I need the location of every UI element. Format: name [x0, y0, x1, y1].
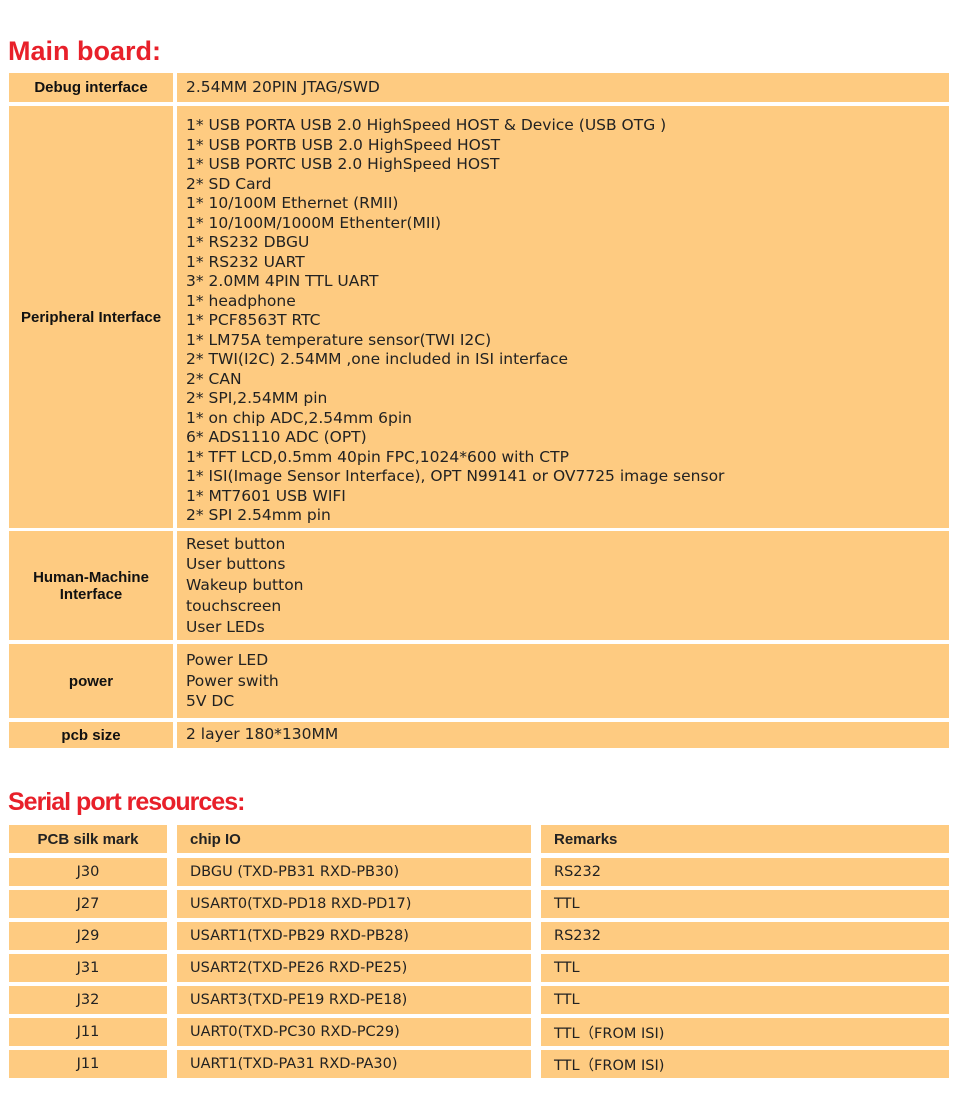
value-line: Reset button	[186, 534, 286, 553]
value-line: 1* RS232 DBGU	[186, 233, 310, 252]
value-line: 1* headphone	[186, 291, 296, 310]
value-line: 1* RS232 UART	[186, 252, 305, 271]
table-cell: TTL（FROM ISI)	[541, 1018, 949, 1046]
table-cell: UART1(TXD-PA31 RXD-PA30)	[177, 1050, 531, 1078]
value-line: 1* ISI(Image Sensor Interface), OPT N991…	[186, 467, 725, 486]
table-cell: RS232	[541, 922, 949, 950]
table-cell: J31	[9, 954, 167, 982]
value-line: 2* SPI 2.54mm pin	[186, 506, 331, 525]
value-line: 1* USB PORTA USB 2.0 HighSpeed HOST & De…	[186, 116, 667, 135]
table-cell: J30	[9, 858, 167, 886]
value-line: 3* 2.0MM 4PIN TTL UART	[186, 272, 379, 291]
value-line: Wakeup button	[186, 576, 304, 595]
row-value: 1* USB PORTA USB 2.0 HighSpeed HOST & De…	[177, 106, 949, 528]
main-board-title: Main board:	[8, 36, 161, 66]
value-line: 2* SPI,2.54MM pin	[186, 389, 328, 408]
table-cell: USART1(TXD-PB29 RXD-PB28)	[177, 922, 531, 950]
value-line: 1* USB PORTB USB 2.0 HighSpeed HOST	[186, 135, 501, 154]
row-label: Human-Machine Interface	[9, 531, 173, 640]
table-cell: RS232	[541, 858, 949, 886]
table-cell: UART0(TXD-PC30 RXD-PC29)	[177, 1018, 531, 1046]
table-cell: J11	[9, 1050, 167, 1078]
value-line: 2* SD Card	[186, 174, 272, 193]
value-line: 1* 10/100M/1000M Ethenter(MII)	[186, 213, 442, 232]
value-line: 6* ADS1110 ADC (OPT)	[186, 428, 367, 447]
value-line: User buttons	[186, 555, 286, 574]
serial-title: Serial port resources:	[8, 788, 245, 816]
row-value: Power LED Power swith 5V DC	[177, 644, 949, 718]
value-line: 1* MT7601 USB WIFI	[186, 486, 346, 505]
table-cell: J32	[9, 986, 167, 1014]
column-header: PCB silk mark	[9, 825, 167, 853]
table-cell: USART0(TXD-PD18 RXD-PD17)	[177, 890, 531, 918]
table-cell: TTL（FROM ISI)	[541, 1050, 949, 1078]
table-cell: TTL	[541, 986, 949, 1014]
value-line: 2 layer 180*130MM	[186, 725, 339, 744]
table-cell: TTL	[541, 890, 949, 918]
table-cell: USART3(TXD-PE19 RXD-PE18)	[177, 986, 531, 1014]
column-header: Remarks	[541, 825, 949, 853]
value-line: 2.54MM 20PIN JTAG/SWD	[186, 77, 380, 96]
value-line: Power LED	[186, 650, 269, 669]
value-line: Power swith	[186, 671, 279, 690]
table-cell: J27	[9, 890, 167, 918]
value-line: 1* USB PORTC USB 2.0 HighSpeed HOST	[186, 155, 500, 174]
row-label: pcb size	[9, 722, 173, 748]
value-line: 2* CAN	[186, 369, 242, 388]
table-cell: USART2(TXD-PE26 RXD-PE25)	[177, 954, 531, 982]
row-label: Debug interface	[9, 73, 173, 102]
value-line: 1* TFT LCD,0.5mm 40pin FPC,1024*600 with…	[186, 447, 569, 466]
column-header: chip IO	[177, 825, 531, 853]
value-line: 2* TWI(I2C) 2.54MM ,one included in ISI …	[186, 350, 569, 369]
row-value: 2 layer 180*130MM	[177, 722, 949, 748]
table-cell: DBGU (TXD-PB31 RXD-PB30)	[177, 858, 531, 886]
value-line: 1* 10/100M Ethernet (RMII)	[186, 194, 399, 213]
value-line: 1* on chip ADC,2.54mm 6pin	[186, 408, 412, 427]
value-line: touchscreen	[186, 596, 282, 615]
value-line: 5V DC	[186, 692, 235, 711]
table-cell: J11	[9, 1018, 167, 1046]
table-cell: TTL	[541, 954, 949, 982]
value-line: 1* LM75A temperature sensor(TWI I2C)	[186, 330, 492, 349]
value-line: User LEDs	[186, 617, 265, 636]
row-label: power	[9, 644, 173, 718]
row-value: Reset button User buttons Wakeup button tou…	[177, 531, 949, 640]
row-label: Peripheral Interface	[9, 106, 173, 528]
table-cell: J29	[9, 922, 167, 950]
value-line: 1* PCF8563T RTC	[186, 311, 321, 330]
row-value: 2.54MM 20PIN JTAG/SWD	[177, 73, 949, 102]
